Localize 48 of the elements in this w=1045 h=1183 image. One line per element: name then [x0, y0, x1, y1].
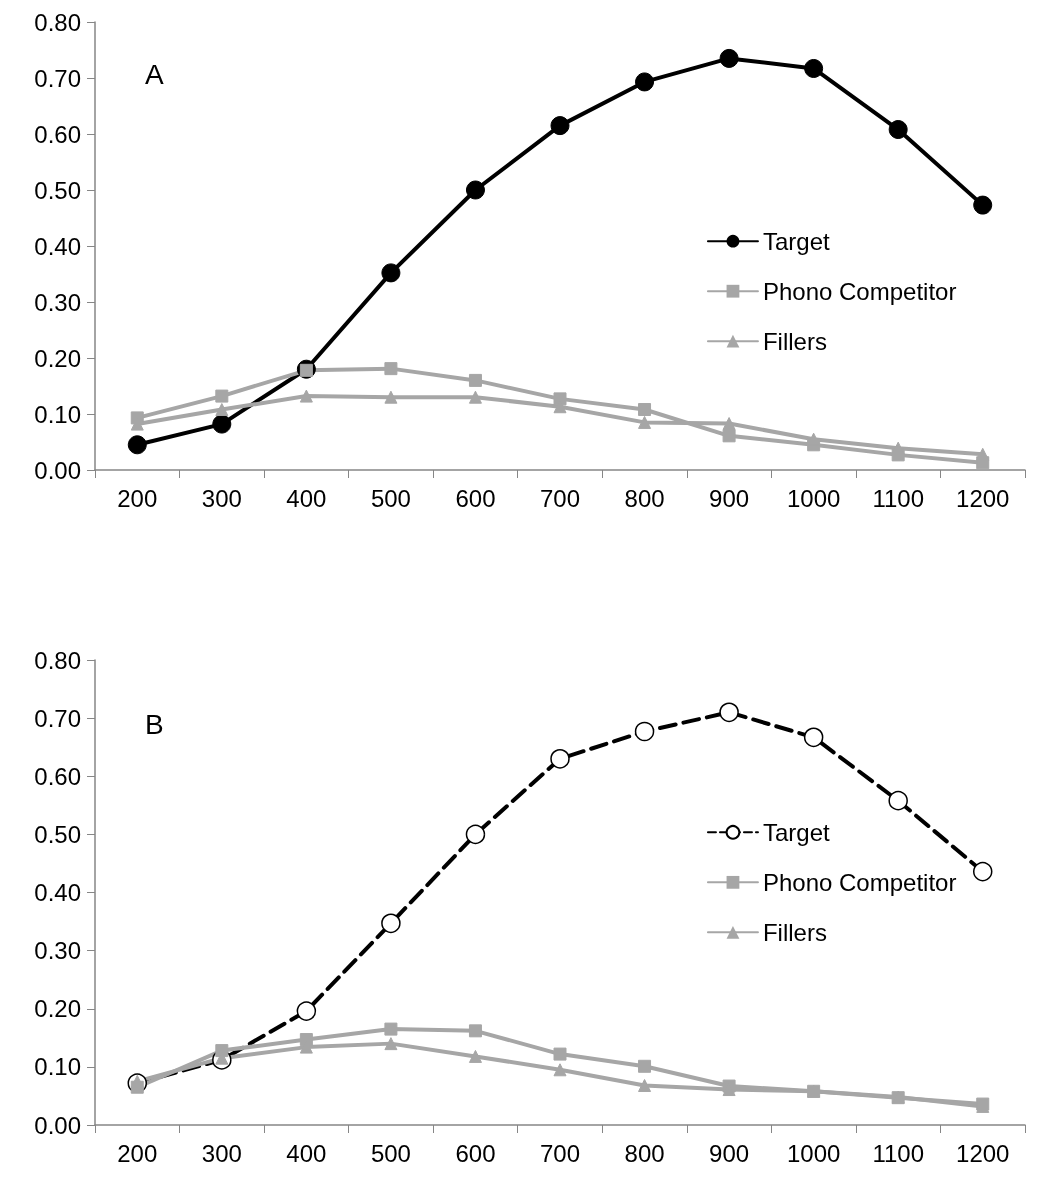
y-tick-label: 0.60	[34, 120, 81, 148]
y-tick-label: 0.40	[34, 879, 81, 906]
annotation: A	[145, 58, 164, 90]
x-tick-label: 1100	[872, 1139, 924, 1167]
y-tick-label: 0.70	[34, 64, 81, 92]
x-tick-label: 1200	[956, 484, 1010, 512]
y-tick-label: 0.10	[34, 1053, 81, 1081]
y-tick-label: 0.60	[34, 762, 81, 790]
y-tick-label: 0.80	[34, 646, 81, 674]
x-tick-label: 900	[709, 1139, 750, 1167]
legend-label: Fillers	[762, 327, 827, 355]
x-tick-label: 300	[201, 1139, 242, 1167]
y-tick-label: 0.50	[34, 820, 81, 848]
x-tick-label: 700	[539, 1139, 581, 1167]
y-tick-label: 0.00	[34, 1111, 81, 1139]
y-tick-label: 0.70	[34, 704, 81, 732]
annotation: B	[145, 708, 164, 740]
legend-label: Target	[762, 227, 830, 255]
y-tick-label: 0.20	[34, 344, 81, 372]
x-tick-label: 800	[624, 1139, 665, 1167]
x-tick-label: 800	[624, 484, 665, 512]
x-tick-label: 1000	[786, 1139, 841, 1167]
x-tick-label: 400	[286, 484, 327, 512]
x-tick-label: 200	[117, 1139, 158, 1167]
legend-label: Target	[762, 818, 830, 846]
x-tick-label: 200	[117, 484, 158, 512]
x-tick-label: 600	[455, 1139, 496, 1167]
y-tick-label: 0.20	[34, 995, 81, 1023]
x-tick-label: 1000	[786, 484, 841, 512]
y-tick-label: 0.10	[34, 400, 81, 428]
x-tick-label: 700	[539, 484, 581, 512]
y-tick-label: 0.80	[34, 8, 81, 36]
x-tick-label: 500	[370, 484, 411, 512]
legend-label: Fillers	[762, 918, 827, 946]
y-tick-label: 0.00	[34, 456, 81, 484]
y-tick-label: 0.50	[34, 176, 81, 204]
x-tick-label: 600	[455, 484, 496, 512]
x-tick-label: 1200	[956, 1139, 1010, 1167]
legend-label: Phono Competitor	[762, 277, 957, 305]
x-tick-label: 500	[370, 1139, 411, 1167]
y-tick-label: 0.30	[34, 288, 81, 316]
x-tick-label: 300	[201, 484, 242, 512]
x-tick-label: 1100	[872, 484, 924, 512]
x-tick-label: 400	[286, 1139, 327, 1167]
y-tick-label: 0.40	[34, 232, 81, 260]
legend-label: Phono Competitor	[762, 868, 957, 896]
x-tick-label: 900	[709, 484, 750, 512]
y-tick-label: 0.30	[34, 937, 81, 965]
